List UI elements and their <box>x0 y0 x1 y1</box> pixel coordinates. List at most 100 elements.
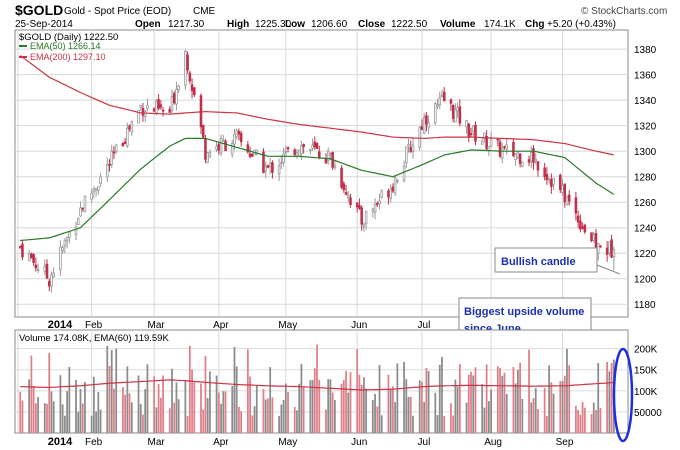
candle-body <box>146 105 149 109</box>
candle-body <box>159 104 163 108</box>
candle-body <box>219 137 223 154</box>
candle-body <box>175 88 178 105</box>
candle-body <box>516 152 520 158</box>
candle-body <box>18 245 22 248</box>
volume-bar <box>378 365 381 433</box>
candle-body <box>81 207 84 210</box>
candle-body <box>425 115 428 125</box>
candle-body <box>505 144 509 150</box>
candle-body <box>206 152 209 163</box>
volume-x-tick-label: May <box>278 437 297 448</box>
volume-bar <box>595 409 597 433</box>
candle-body <box>405 146 408 164</box>
volume-bar <box>220 403 222 433</box>
candle-body <box>271 162 274 173</box>
candle-body <box>52 272 55 278</box>
volume-label: Volume <box>440 19 476 30</box>
candle-body <box>172 93 176 104</box>
candle-body <box>527 159 531 163</box>
price-x-tick-label: 2014 <box>48 319 73 331</box>
candle-body <box>262 151 265 173</box>
volume-bar <box>21 400 24 433</box>
volume-bar <box>499 367 501 433</box>
candle-body <box>545 173 549 181</box>
volume-bar <box>608 371 611 433</box>
price-y-tick-label: 1320 <box>634 122 657 133</box>
candle-body <box>393 177 397 194</box>
volume-bar <box>423 401 426 433</box>
candle-body <box>456 107 459 112</box>
candle-body <box>469 133 473 136</box>
candle-body <box>34 264 38 269</box>
candle-body <box>293 149 297 156</box>
candle-body <box>235 130 238 137</box>
volume-bar <box>144 389 147 433</box>
candle-body <box>371 208 375 212</box>
candle-body <box>300 145 303 155</box>
volume-bar <box>233 346 236 433</box>
candle-body <box>43 265 47 272</box>
candle-body <box>567 194 571 202</box>
volume-y-axis: 50000 100K 150K 200K <box>634 345 662 419</box>
candle-body <box>465 120 468 128</box>
volume-bar <box>590 414 593 433</box>
volume-bar <box>287 391 289 433</box>
volume-bar <box>534 388 537 433</box>
candle-body <box>157 99 160 109</box>
candle-body <box>21 243 24 258</box>
candle-body <box>360 207 363 225</box>
candle-body <box>255 149 259 155</box>
volume-bar <box>122 387 124 433</box>
candle-body <box>590 232 593 242</box>
volume-bar <box>465 402 468 433</box>
volume-x-tick-label: Apr <box>213 437 229 448</box>
volume-bar <box>110 350 113 433</box>
volume-bar <box>583 407 586 433</box>
candle-body <box>467 123 471 137</box>
volume-bar <box>327 379 330 433</box>
candle-body <box>284 150 288 153</box>
volume-bar <box>157 384 160 433</box>
volume-bar <box>358 374 361 433</box>
price-y-axis: 1180 1200 1220 1240 1260 1280 1300 1320 1340 1360… <box>634 45 657 311</box>
candle-body <box>266 164 270 168</box>
candle-body <box>126 127 129 147</box>
volume-bar <box>394 402 397 433</box>
volume-bar <box>543 387 546 433</box>
candle-body <box>215 145 218 150</box>
volume-bar <box>48 352 51 433</box>
candle-body <box>30 253 33 259</box>
volume-bar <box>356 349 359 433</box>
volume-bar <box>108 365 111 433</box>
candle-body <box>50 274 53 287</box>
candle-body <box>583 224 587 233</box>
volume-bar <box>126 366 129 433</box>
volume-bar <box>496 366 499 433</box>
volume-bar <box>501 376 504 433</box>
volume-bar <box>380 415 383 433</box>
volume-bar <box>309 380 312 433</box>
volume-bar <box>95 411 97 433</box>
close-value: 1222.50 <box>391 19 428 30</box>
volume-bar <box>106 345 109 433</box>
volume-plot-area <box>14 329 629 434</box>
volume-bar <box>84 381 86 433</box>
volume-bar <box>204 355 207 433</box>
volume-bar <box>153 376 156 433</box>
candle-body <box>543 167 546 177</box>
bullish-callout-text: Bullish candle <box>501 256 576 268</box>
candle-body <box>313 141 317 148</box>
symbol-name: Gold - Spot Price (EOD) <box>64 6 171 17</box>
candle-body <box>297 150 301 157</box>
volume-bar <box>537 409 539 433</box>
volume-bar <box>392 386 394 433</box>
volume-bar <box>50 391 53 433</box>
candle-body <box>143 111 147 117</box>
volume-bar <box>516 369 519 433</box>
candle-body <box>440 94 444 97</box>
volume-bar <box>171 368 173 433</box>
candle-body <box>112 151 116 154</box>
volume-bar <box>472 375 475 433</box>
candle-body <box>576 215 580 223</box>
